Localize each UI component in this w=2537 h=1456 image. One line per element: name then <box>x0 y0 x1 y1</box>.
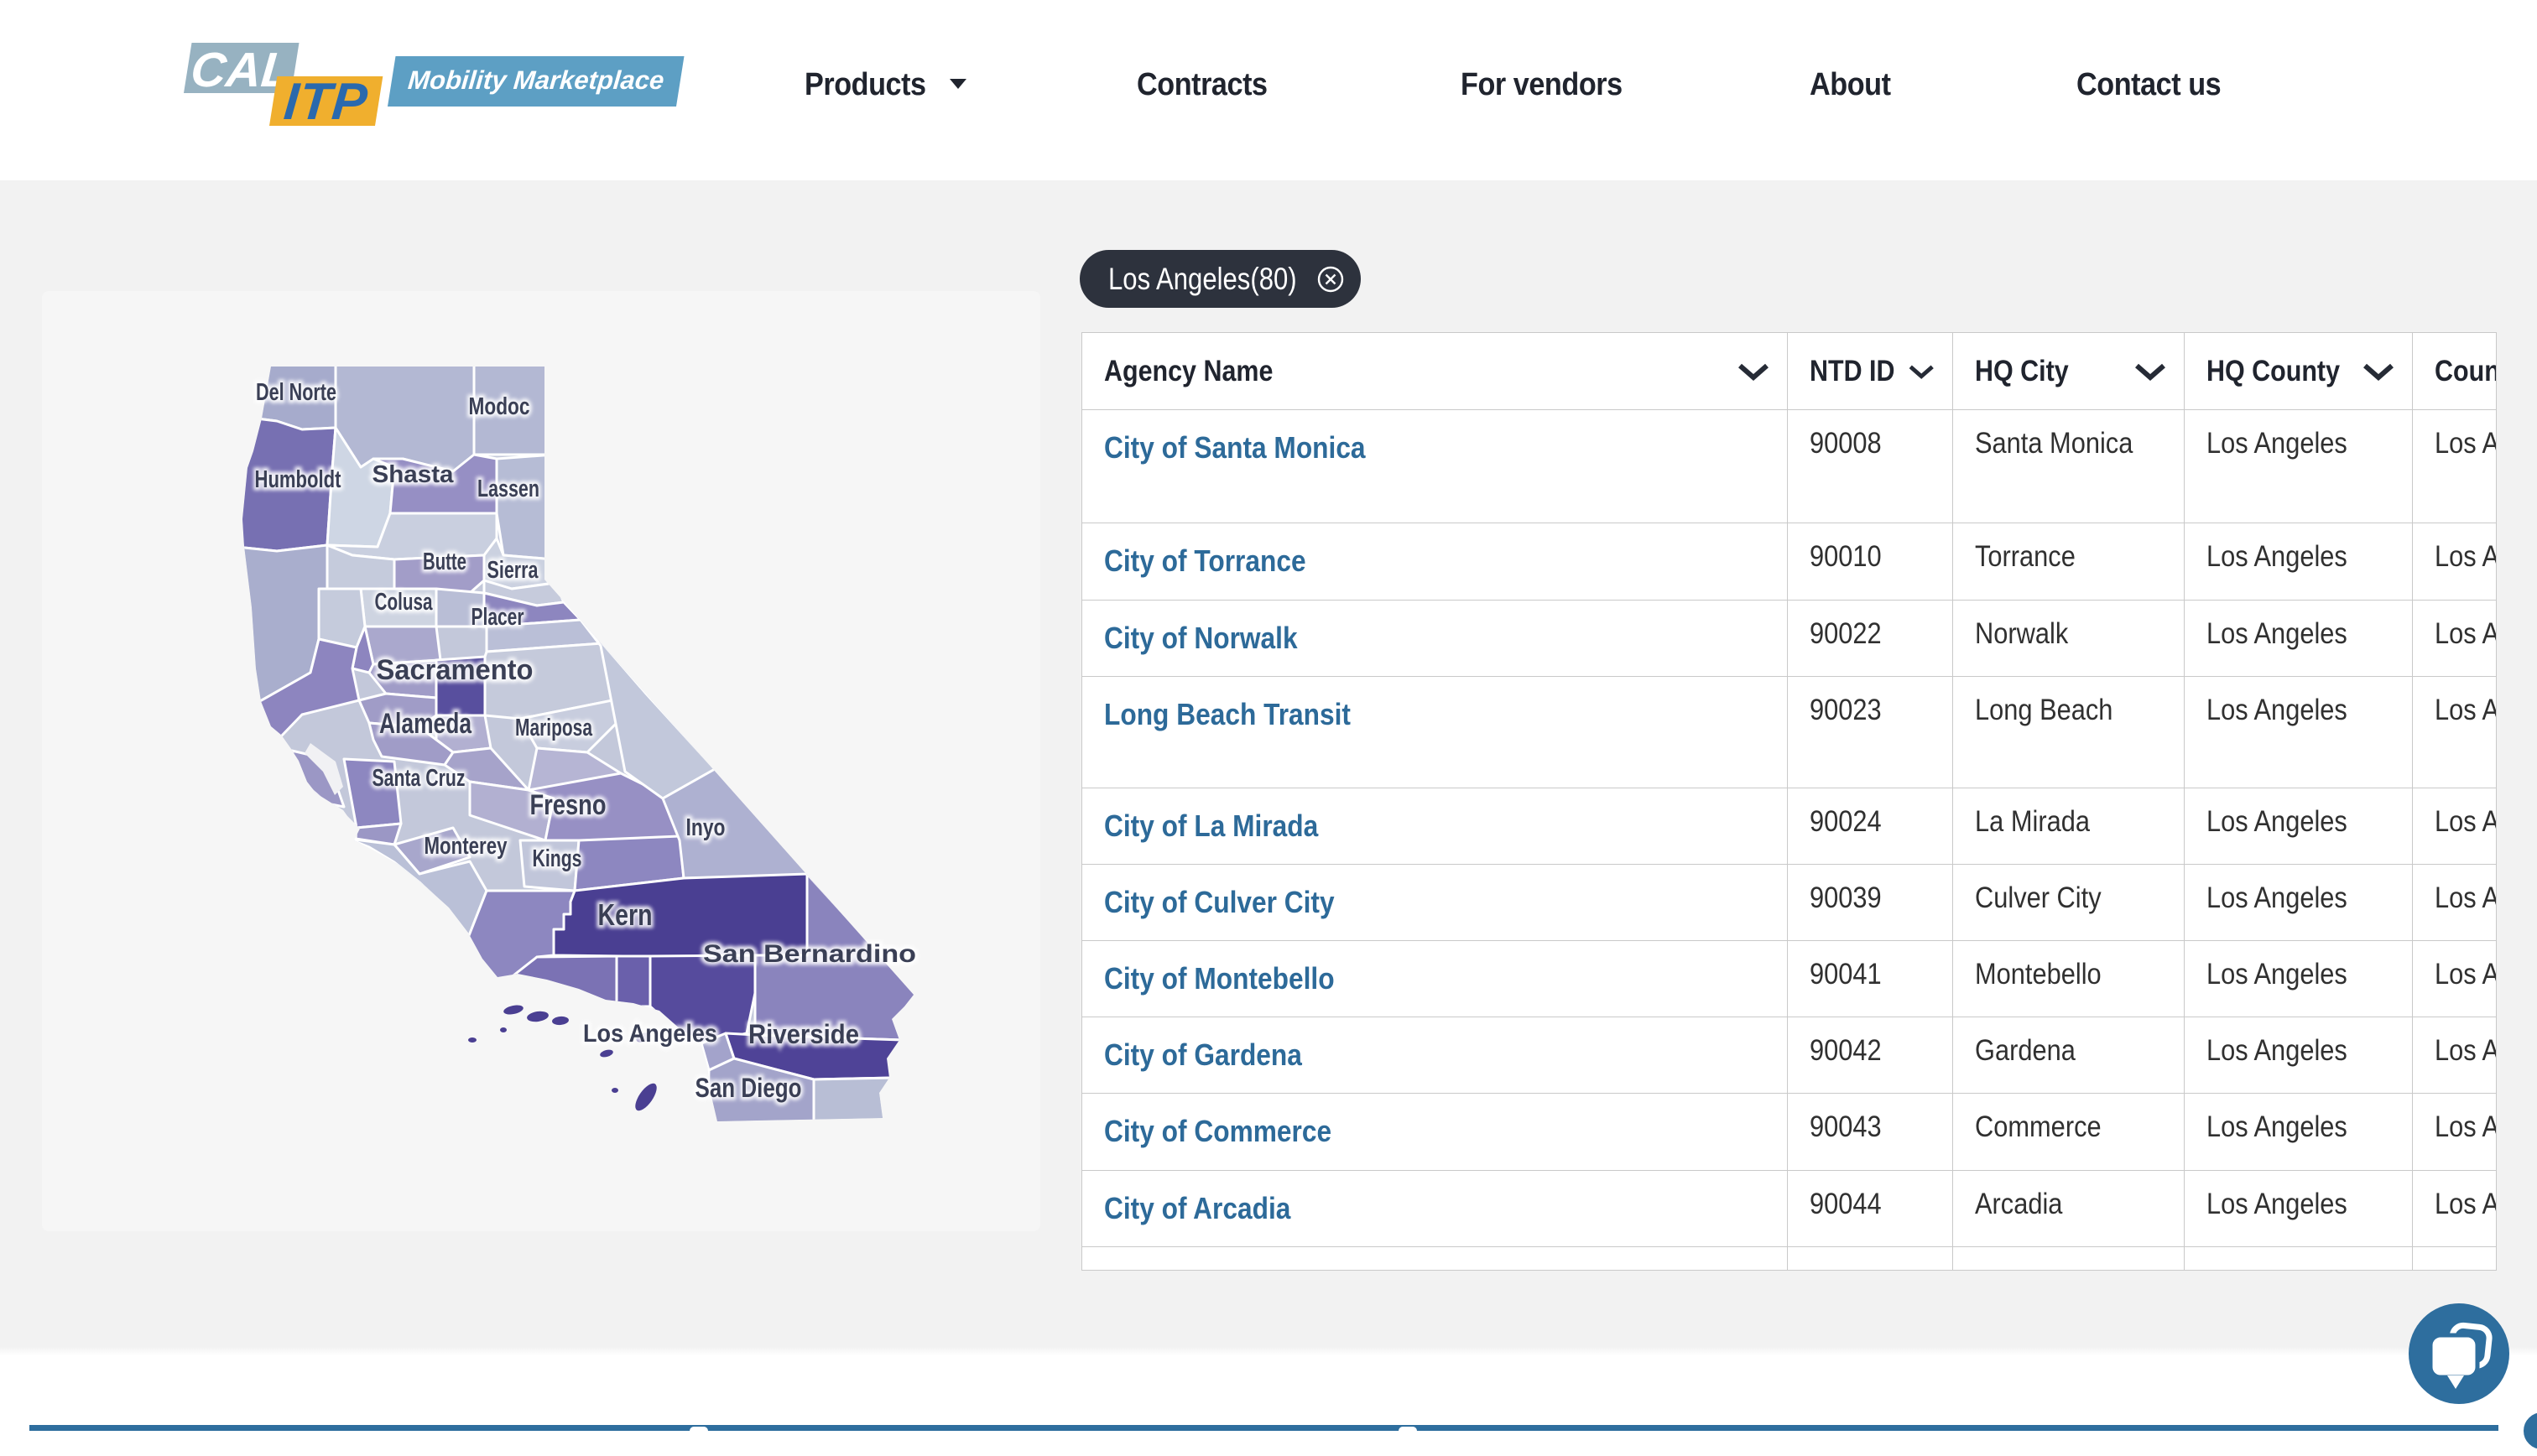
svg-text:Riverside: Riverside <box>748 1019 859 1049</box>
svg-text:Sacramento: Sacramento <box>377 654 534 686</box>
svg-text:Modoc: Modoc <box>469 393 530 420</box>
svg-text:Mariposa: Mariposa <box>515 715 593 741</box>
svg-text:Lassen: Lassen <box>477 476 539 502</box>
svg-text:Inyo: Inyo <box>686 814 726 841</box>
svg-text:Butte: Butte <box>423 549 466 575</box>
svg-text:Placer: Placer <box>471 604 524 631</box>
svg-text:Santa Cruz: Santa Cruz <box>372 765 466 792</box>
svg-text:Kings: Kings <box>533 845 582 872</box>
svg-text:Los Angeles: Los Angeles <box>583 1020 717 1048</box>
svg-text:Humboldt: Humboldt <box>255 466 341 493</box>
svg-text:Kings: Kings <box>533 845 582 872</box>
svg-text:Sacramento: Sacramento <box>377 654 534 686</box>
svg-text:Kern: Kern <box>598 897 653 932</box>
svg-text:San Diego: San Diego <box>695 1073 802 1103</box>
svg-text:Del Norte: Del Norte <box>256 379 336 406</box>
svg-text:Shasta: Shasta <box>372 461 455 488</box>
svg-text:Sierra: Sierra <box>487 557 539 584</box>
svg-text:Monterey: Monterey <box>425 833 508 860</box>
svg-text:Alameda: Alameda <box>379 708 472 740</box>
svg-text:Colusa: Colusa <box>375 589 434 616</box>
svg-text:Los Angeles: Los Angeles <box>583 1020 717 1048</box>
svg-text:San Bernardino: San Bernardino <box>703 940 916 968</box>
svg-text:Placer: Placer <box>471 604 524 631</box>
svg-text:San Diego: San Diego <box>695 1073 802 1103</box>
svg-text:Monterey: Monterey <box>425 833 508 860</box>
svg-text:Del Norte: Del Norte <box>256 379 336 406</box>
svg-text:Shasta: Shasta <box>372 461 455 488</box>
svg-text:Lassen: Lassen <box>477 476 539 502</box>
svg-text:Kern: Kern <box>598 897 653 932</box>
svg-text:San Bernardino: San Bernardino <box>703 940 916 968</box>
svg-text:Inyo: Inyo <box>686 814 726 841</box>
svg-text:Fresno: Fresno <box>530 789 607 821</box>
svg-text:Humboldt: Humboldt <box>255 466 341 493</box>
svg-text:Santa Cruz: Santa Cruz <box>372 765 466 792</box>
svg-text:Riverside: Riverside <box>748 1019 859 1049</box>
svg-text:Colusa: Colusa <box>375 589 434 616</box>
svg-text:Alameda: Alameda <box>379 708 472 740</box>
svg-text:Sierra: Sierra <box>487 557 539 584</box>
svg-text:Modoc: Modoc <box>469 393 530 420</box>
svg-text:Mariposa: Mariposa <box>515 715 593 741</box>
svg-text:Fresno: Fresno <box>530 789 607 821</box>
svg-text:Butte: Butte <box>423 549 466 575</box>
